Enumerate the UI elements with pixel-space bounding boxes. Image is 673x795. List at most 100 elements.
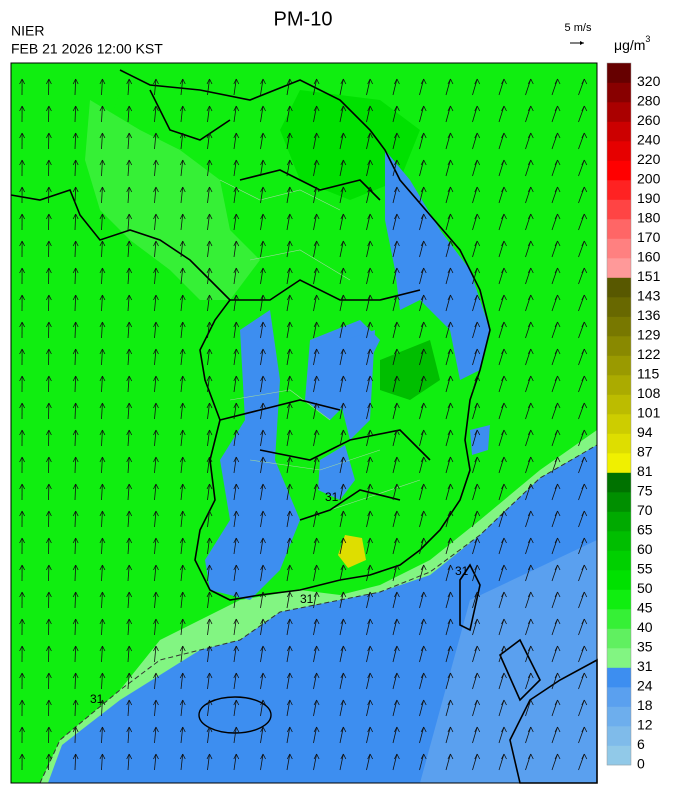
wind-arrow (392, 105, 398, 123)
wind-arrow (127, 78, 130, 96)
wind-arrow (154, 348, 157, 366)
wind-arrow-head (99, 591, 106, 598)
wind-arrow (339, 213, 344, 231)
wind-arrow-head (447, 591, 454, 598)
wind-arrow-head (99, 456, 106, 463)
wind-arrow-head (501, 78, 507, 85)
wind-arrow (472, 456, 478, 474)
wind-arrow-head (19, 672, 25, 679)
wind-arrow (472, 159, 478, 177)
wind-arrow (286, 483, 291, 501)
wind-arrow-head (313, 240, 320, 247)
wind-arrow-head (474, 375, 481, 382)
wind-arrow-head (340, 456, 347, 463)
wind-arrow (154, 510, 157, 528)
wind-arrow (101, 645, 103, 663)
wind-arrow (313, 105, 317, 123)
wind-arrow (525, 375, 532, 393)
wind-arrow-head (394, 483, 400, 490)
wind-arrow (127, 672, 130, 690)
wind-arrow-head (581, 78, 588, 85)
wind-arrow-head (286, 105, 293, 112)
wind-arrow-head (313, 645, 320, 652)
wind-arrow (419, 618, 425, 636)
wind-arrow-head (394, 321, 400, 328)
wind-arrow-head (394, 753, 400, 760)
wind-arrow-head (260, 294, 266, 301)
wind-arrow (127, 240, 130, 258)
wind-arrow-head (474, 753, 481, 760)
wind-arrow (419, 483, 425, 501)
wind-arrow (154, 537, 157, 555)
wind-arrow-head (179, 456, 186, 463)
wind-arrow (286, 78, 291, 96)
legend-swatch (607, 531, 631, 551)
legend-swatch (607, 609, 631, 629)
wind-arrow-head (527, 267, 534, 274)
wind-arrow (207, 213, 210, 231)
wind-arrow (366, 510, 371, 528)
wind-arrow-head (340, 348, 347, 355)
wind-arrow-head (46, 564, 52, 571)
wind-arrow (366, 375, 371, 393)
wind-arrow (127, 402, 130, 420)
wind-arrow-head (501, 672, 507, 679)
wind-arrow (339, 429, 344, 447)
wind-arrow (366, 213, 371, 231)
wind-arrow (366, 321, 371, 339)
wind-arrow (472, 537, 478, 555)
wind-arrow (233, 402, 237, 420)
wind-arrow-head (19, 267, 25, 274)
contour-label: 31 (455, 564, 469, 578)
wind-arrow (74, 132, 77, 150)
wind-arrow (233, 294, 237, 312)
wind-arrow (392, 564, 398, 582)
wind-arrow-head (260, 186, 266, 193)
wind-arrow-head (286, 321, 293, 328)
wind-arrow (498, 483, 505, 501)
wind-arrow-head (501, 132, 507, 139)
wind-arrow-head (286, 699, 293, 706)
wind-arrow-head (394, 429, 400, 436)
wind-arrow-head (206, 429, 213, 436)
wind-arrow-head (474, 186, 481, 193)
wind-arrow-head (394, 240, 400, 247)
wind-arrow (419, 510, 425, 528)
wind-arrows (19, 78, 588, 771)
wind-arrow-head (233, 753, 240, 760)
wind-arrow-head (99, 429, 106, 436)
wind-arrow-head (153, 132, 159, 139)
wind-arrow (472, 510, 478, 528)
wind-arrow-head (367, 456, 373, 463)
wind-arrow-head (581, 753, 588, 760)
legend-label: 87 (637, 444, 653, 460)
wind-arrow (445, 267, 451, 285)
legend-label: 101 (637, 405, 661, 421)
wind-arrow (180, 510, 184, 528)
wind-arrow (498, 753, 505, 771)
wind-arrow (366, 483, 371, 501)
wind-arrow (233, 483, 237, 501)
wind-arrow-head (99, 564, 106, 571)
wind-arrow-head (46, 429, 52, 436)
wind-arrow (419, 240, 425, 258)
wind-arrow (445, 483, 451, 501)
wind-arrow (419, 159, 425, 177)
wind-arrow (472, 699, 478, 717)
wind-arrow-head (99, 321, 106, 328)
wind-arrow-head (126, 537, 133, 544)
contour-label: 31 (300, 592, 314, 606)
wind-arrow (74, 213, 77, 231)
wind-arrow (339, 753, 344, 771)
wind-arrow (180, 564, 184, 582)
wind-arrow (525, 321, 532, 339)
unit: μg/m (614, 37, 645, 53)
wind-arrow-head (367, 699, 373, 706)
wind-arrow-head (46, 186, 52, 193)
wind-arrow-head (126, 213, 133, 220)
west-sea (11, 63, 210, 783)
wind-arrow-head (394, 537, 400, 544)
wind-arrow-head (46, 78, 52, 85)
wind-arrow (286, 402, 291, 420)
wind-arrow (74, 645, 77, 663)
